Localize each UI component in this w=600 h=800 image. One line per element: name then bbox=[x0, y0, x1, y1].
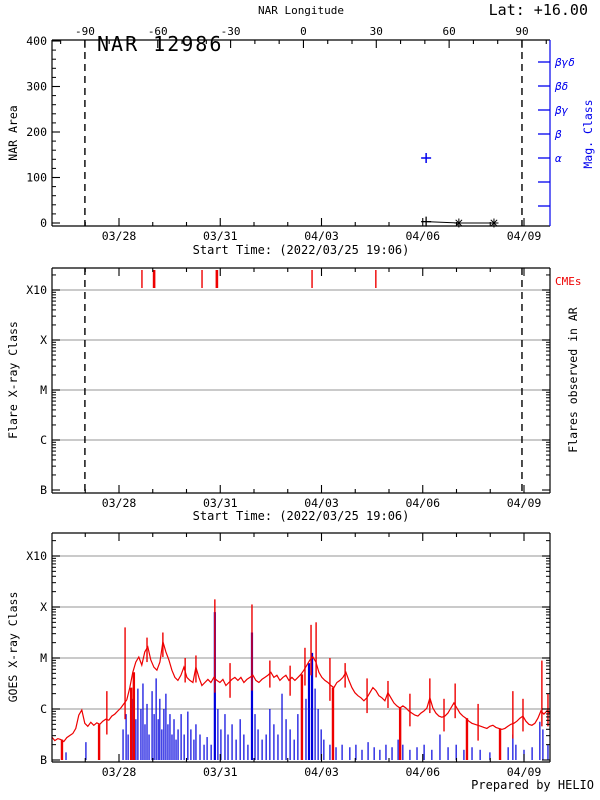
goes-xray-panel: B C M X X10 03/28 03/31 04/03 04/06 04/09 bbox=[26, 532, 551, 779]
svg-text:04/03: 04/03 bbox=[304, 229, 339, 243]
cmes-label: CMEs bbox=[555, 275, 582, 288]
svg-text:60: 60 bbox=[443, 25, 456, 38]
svg-text:03/31: 03/31 bbox=[203, 765, 238, 779]
svg-text:M: M bbox=[40, 651, 47, 665]
svg-text:04/06: 04/06 bbox=[405, 765, 440, 779]
svg-text:βδ: βδ bbox=[554, 80, 568, 93]
flare-xray-class-axis-title: Flare X-ray Class bbox=[6, 321, 20, 439]
flare-cme-panel: B C M X X10 03/28 03/31 04/03 04/06 04/09 bbox=[26, 267, 551, 510]
goes-xray-class-axis-title: GOES X-ray Class bbox=[6, 591, 20, 703]
svg-text:-90: -90 bbox=[75, 25, 95, 38]
svg-text:03/28: 03/28 bbox=[102, 765, 137, 779]
svg-text:B: B bbox=[40, 753, 47, 767]
svg-text:03/28: 03/28 bbox=[102, 229, 137, 243]
svg-text:04/09: 04/09 bbox=[507, 496, 542, 510]
mag-class-axis-title: Mag. Class bbox=[581, 99, 595, 169]
svg-text:400: 400 bbox=[26, 34, 47, 48]
svg-text:B: B bbox=[40, 483, 47, 497]
svg-text:04/09: 04/09 bbox=[507, 229, 542, 243]
nar-area-axis-title: NAR Area bbox=[6, 105, 20, 161]
start-time-label-top: Start Time: (2022/03/25 19:06) bbox=[192, 243, 410, 257]
nar-longitude-axis-title: NAR Longitude bbox=[257, 4, 345, 17]
svg-text:0: 0 bbox=[300, 25, 307, 38]
svg-text:X: X bbox=[40, 600, 47, 614]
svg-text:X: X bbox=[40, 333, 47, 347]
svg-text:X10: X10 bbox=[26, 283, 47, 297]
svg-text:C: C bbox=[40, 433, 47, 447]
svg-text:04/09: 04/09 bbox=[507, 765, 542, 779]
svg-text:04/06: 04/06 bbox=[405, 496, 440, 510]
svg-text:β: β bbox=[554, 128, 562, 141]
svg-text:200: 200 bbox=[26, 125, 47, 139]
svg-text:90: 90 bbox=[515, 25, 528, 38]
svg-text:03/31: 03/31 bbox=[203, 229, 238, 243]
credit-label: Prepared by HELIO bbox=[471, 778, 594, 792]
svg-text:M: M bbox=[40, 383, 47, 397]
active-region-title: NAR 12986 bbox=[97, 32, 224, 56]
svg-text:α: α bbox=[555, 152, 562, 165]
start-time-label-middle: Start Time: (2022/03/25 19:06) bbox=[192, 509, 410, 523]
svg-text:300: 300 bbox=[26, 80, 47, 94]
svg-text:04/03: 04/03 bbox=[304, 765, 339, 779]
svg-text:03/28: 03/28 bbox=[102, 496, 137, 510]
svg-text:04/06: 04/06 bbox=[405, 229, 440, 243]
svg-text:100: 100 bbox=[26, 171, 47, 185]
svg-text:-60: -60 bbox=[148, 25, 168, 38]
svg-text:03/31: 03/31 bbox=[203, 496, 238, 510]
svg-text:0: 0 bbox=[40, 216, 47, 230]
svg-text:βγ: βγ bbox=[554, 104, 569, 117]
flares-observed-in-ar-label: Flares observed in AR bbox=[566, 307, 580, 453]
svg-text:X10: X10 bbox=[26, 549, 47, 563]
svg-text:-30: -30 bbox=[221, 25, 241, 38]
latitude-label: Lat: +16.00 bbox=[488, 1, 588, 19]
svg-text:04/03: 04/03 bbox=[304, 496, 339, 510]
svg-text:βγδ: βγδ bbox=[554, 56, 575, 69]
svg-text:30: 30 bbox=[370, 25, 383, 38]
svg-text:C: C bbox=[40, 702, 47, 716]
